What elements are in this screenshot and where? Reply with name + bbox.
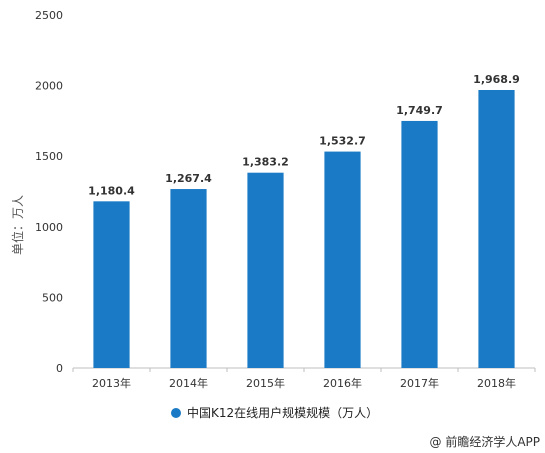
x-axis: 2013年 2014年 2015年 2016年 2017年 2018年: [72, 367, 536, 390]
source-attribution: @ 前瞻经济学人APP: [430, 434, 541, 449]
bar-value-label: 1,749.7: [396, 104, 443, 117]
bars-group: [93, 89, 515, 369]
bar-value-label: 1,267.4: [165, 172, 212, 185]
x-tick-label: 2018年: [477, 376, 516, 390]
bar-value-label: 1,383.2: [242, 156, 289, 169]
y-axis-title: 单位：万人: [10, 195, 25, 255]
legend: 中国K12在线用户规模规模（万人）: [171, 405, 378, 420]
bar: [478, 89, 515, 368]
x-tick-label: 2015年: [246, 376, 285, 390]
legend-marker: [171, 408, 181, 418]
bar: [401, 120, 438, 369]
y-tick-label: 2500: [35, 9, 63, 22]
y-tick-label: 2000: [35, 80, 63, 93]
x-tick-label: 2017年: [400, 376, 439, 390]
x-tick-label: 2013年: [92, 376, 131, 390]
legend-label: 中国K12在线用户规模规模（万人）: [187, 405, 378, 420]
bar: [247, 172, 284, 368]
y-tick-label: 0: [56, 362, 63, 375]
y-tick-label: 500: [42, 291, 63, 304]
bar: [93, 201, 130, 368]
y-tick-label: 1500: [35, 150, 63, 163]
y-tick-label: 1000: [35, 221, 63, 234]
bar-value-label: 1,968.9: [473, 73, 520, 86]
bar: [324, 151, 361, 368]
bar-value-label: 1,180.4: [88, 184, 135, 197]
x-tick-label: 2016年: [323, 376, 362, 390]
x-tick-label: 2014年: [169, 376, 208, 390]
y-axis: 0 500 1000 1500 2000 2500: [35, 9, 63, 375]
data-labels-group: 1,180.4 1,267.4 1,383.2 1,532.7 1,749.7 1,968…: [88, 73, 520, 197]
bar-value-label: 1,532.7: [319, 135, 366, 148]
bar: [170, 189, 207, 368]
